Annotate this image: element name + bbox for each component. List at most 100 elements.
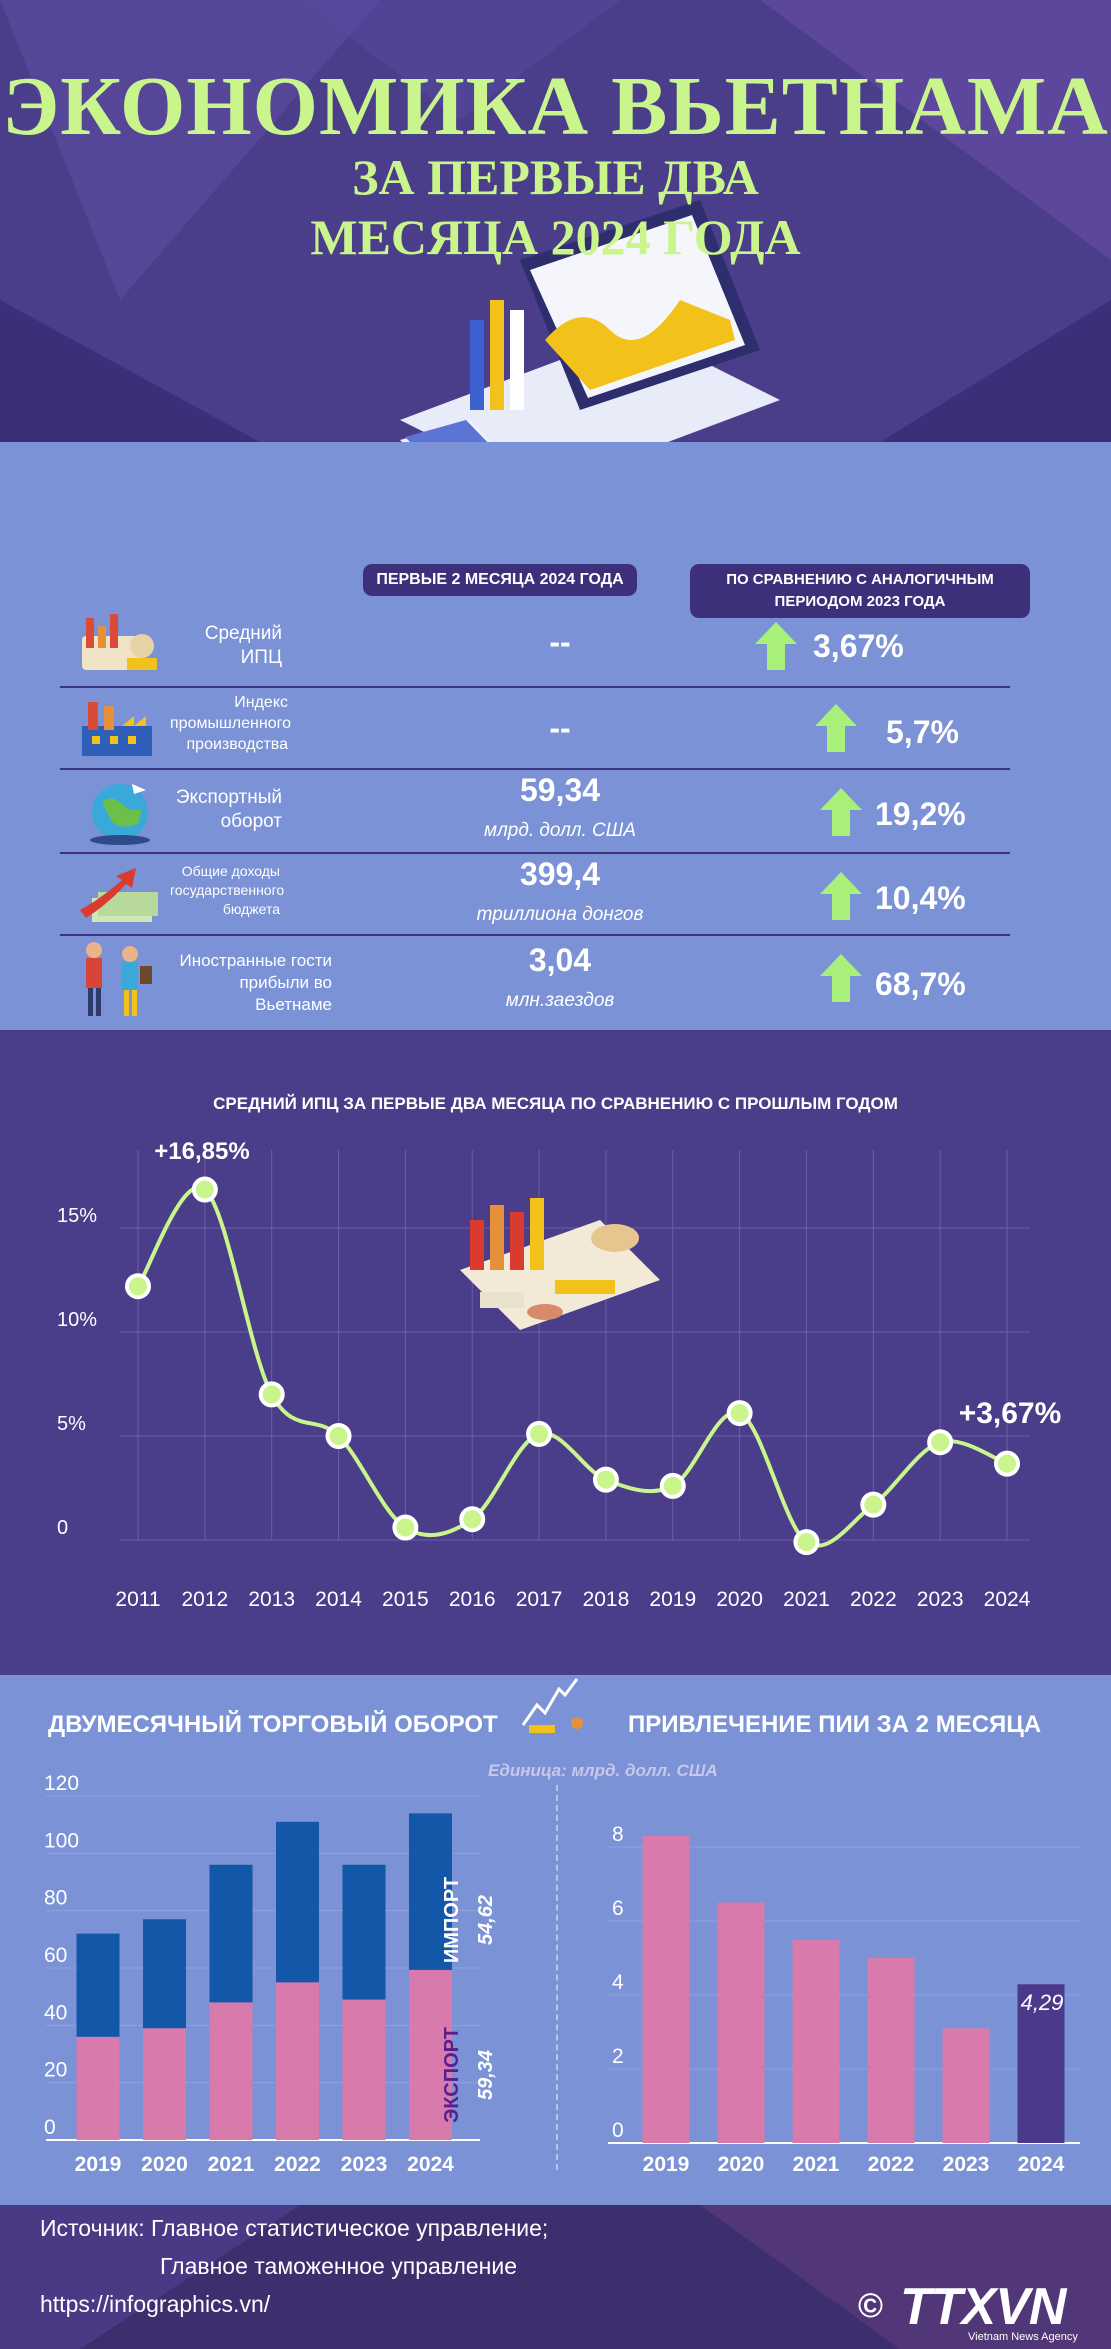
cpi-chart-section: СРЕДНИЙ ИПЦ ЗА ПЕРВЫЕ ДВА МЕСЯЦА ПО СРАВ… (0, 1030, 1111, 1675)
cpi-x-tick-label: 2017 (516, 1588, 563, 1611)
growth-chart-icon (521, 1678, 583, 1733)
stats-section: ПЕРВЫЕ 2 МЕСЯЦА 2024 ГОДА ПО СРАВНЕНИЮ С… (0, 442, 1111, 1030)
cpi-y-tick-label: 0 (57, 1517, 68, 1539)
stat-change: 19,2% (875, 796, 966, 832)
cpi-x-tick-label: 2011 (115, 1588, 160, 1611)
fdi-bar-chart: 2019 2020 2021 2022 2023 2024 0 2 4 6 8 4,29 (608, 1823, 1080, 2176)
fdi-x-tick-label: 2020 (718, 2153, 765, 2176)
cpi-data-point (860, 1491, 887, 1518)
title-line-2: ЗА ПЕРВЫЕ ДВА (352, 149, 759, 205)
food-goods-illustration (460, 1198, 660, 1330)
cpi-x-tick-label: 2019 (649, 1588, 696, 1611)
cpi-data-point (459, 1506, 486, 1533)
stat-change: 10,4% (875, 880, 966, 916)
stat-value: 3,04 (528, 942, 592, 978)
import-bar (76, 1933, 120, 2037)
cpi-peak-label: +16,85% (154, 1138, 249, 1165)
trade-bar-chart: 2019 2020 2021 2022 2023 2024 0 20 40 60 80 100 120… (44, 1772, 497, 2176)
globe-export-icon (90, 784, 150, 845)
footer-background-shapes (0, 2205, 1111, 2349)
export-bar (143, 2028, 186, 2140)
fdi-unit-label: Единица: млрд. долл. США (488, 1761, 718, 1780)
fdi-bar (942, 2028, 990, 2143)
up-arrow-icon (755, 622, 797, 670)
stat-value: 399,4 (519, 856, 601, 892)
export-bar (342, 1999, 386, 2140)
cpi-x-tick-label: 2022 (850, 1588, 897, 1611)
cpi-data-point (258, 1381, 285, 1408)
source-line-2: Главное таможенное управление (160, 2253, 518, 2279)
fdi-bar (792, 1939, 840, 2143)
source-url-link[interactable]: https://infographics.vn/ (40, 2291, 271, 2317)
row-divider (60, 852, 1010, 854)
cpi-x-tick-label: 2014 (315, 1588, 362, 1611)
trade-y-tick-label: 80 (44, 1887, 67, 1910)
column-header-compare: ПО СРАВНЕНИЮ С АНАЛОГИЧНЫМ ПЕРИОДОМ 2023… (690, 564, 1030, 618)
money-growth-icon (80, 868, 158, 922)
cpi-x-tick-label: 2021 (783, 1588, 830, 1611)
cpi-x-tick-label: 2016 (449, 1588, 496, 1611)
import-bar (409, 1813, 452, 1970)
stat-unit: млн.заездов (505, 990, 615, 1011)
fdi-x-tick-label: 2024 (1018, 2153, 1065, 2176)
cpi-data-point (927, 1429, 954, 1456)
stat-label: Иностранные гости прибыли во Вьетнаме (179, 951, 333, 1014)
cpi-data-point (726, 1400, 753, 1427)
fdi-x-tick-label: 2019 (643, 2153, 690, 2176)
fdi-y-tick-label: 8 (612, 1823, 624, 1846)
stat-row-tourists: Иностранные гости прибыли во Вьетнаме 3,… (60, 936, 1010, 1016)
cpi-data-point (392, 1514, 419, 1541)
trade-y-tick-label: 100 (44, 1829, 79, 1852)
section-divider (556, 1785, 558, 2170)
trade-y-tick-label: 40 (44, 2001, 67, 2024)
stat-label: Средний ИПЦ (204, 623, 282, 668)
fdi-bar (642, 1835, 690, 2143)
footer: Источник: Главное статистическое управле… (0, 2205, 1111, 2349)
stat-row-export: Экспортный оборот 59,34 млрд. долл. США … (60, 770, 1010, 850)
tourists-icon (86, 942, 152, 1016)
cpi-x-tick-label: 2024 (984, 1588, 1031, 1611)
fdi-bar (717, 1902, 765, 2143)
cpi-x-tick-label: 2015 (382, 1588, 429, 1611)
source-line-1: Источник: Главное статистическое управле… (40, 2215, 549, 2241)
cpi-y-tick-label: 10% (57, 1309, 97, 1331)
trade-fdi-section: ДВУМЕСЯЧНЫЙ ТОРГОВЫЙ ОБОРОТ ПРИВЛЕЧЕНИЕ … (0, 1675, 1111, 2205)
fdi-2024-value-label: 4,29 (1021, 1990, 1064, 2015)
cpi-data-point (793, 1529, 820, 1556)
cpi-goods-icon (82, 614, 157, 670)
cpi-chart-title: СРЕДНИЙ ИПЦ ЗА ПЕРВЫЕ ДВА МЕСЯЦА ПО СРАВ… (213, 1094, 898, 1113)
cpi-x-tick-label: 2023 (917, 1588, 964, 1611)
stat-change: 68,7% (875, 966, 966, 1002)
trade-x-tick-label: 2020 (141, 2153, 188, 2176)
trade-x-tick-label: 2022 (274, 2153, 321, 2176)
up-arrow-icon (820, 788, 862, 836)
cpi-data-point (994, 1450, 1020, 1477)
cpi-data-point (325, 1423, 352, 1449)
fdi-x-tick-label: 2023 (943, 2153, 990, 2176)
cpi-data-point (526, 1420, 553, 1447)
fdi-bar (867, 1958, 915, 2143)
cpi-x-tick-label: 2018 (583, 1588, 630, 1611)
cpi-y-tick-label: 5% (57, 1413, 86, 1435)
export-bar (209, 2002, 253, 2140)
export-value-label: 59,34 (475, 2050, 497, 2100)
trade-y-tick-label: 0 (44, 2116, 56, 2139)
cpi-data-point (125, 1273, 151, 1300)
trade-chart-title: ДВУМЕСЯЧНЫЙ ТОРГОВЫЙ ОБОРОТ (48, 1711, 498, 1738)
ttxvn-tagline: Vietnam News Agency (968, 2331, 1078, 2343)
stat-value: -- (549, 710, 571, 746)
export-bar (276, 1982, 319, 2140)
ttxvn-logo: TTXVN (900, 2278, 1066, 2336)
stat-label: Экспортный оборот (175, 787, 282, 832)
trade-x-tick-label: 2021 (208, 2153, 255, 2176)
title-line-3: МЕСЯЦА 2024 ГОДА (310, 209, 801, 265)
fdi-y-tick-label: 4 (612, 1971, 624, 1994)
row-divider (60, 768, 1010, 770)
import-bar (209, 1864, 253, 2003)
fdi-y-tick-label: 0 (612, 2119, 624, 2142)
column-header-current: ПЕРВЫЕ 2 МЕСЯЦА 2024 ГОДА (363, 564, 637, 596)
trade-y-tick-label: 120 (44, 1772, 79, 1795)
fdi-x-tick-label: 2021 (793, 2153, 840, 2176)
import-series-label: ИМПОРТ (441, 1877, 463, 1963)
cpi-x-tick-label: 2012 (181, 1588, 228, 1611)
